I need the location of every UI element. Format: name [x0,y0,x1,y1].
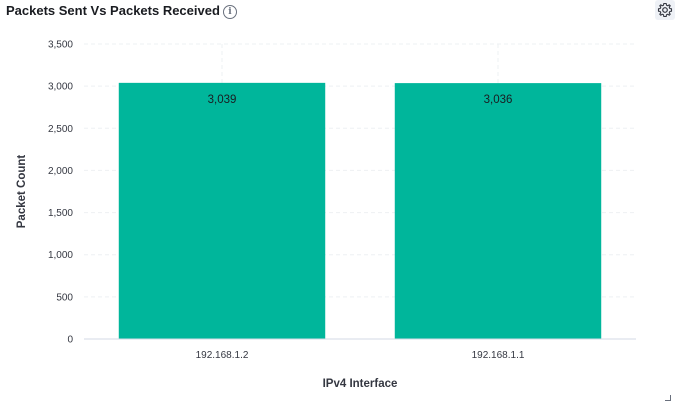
panel-title-text: Packets Sent Vs Packets Received [6,3,220,18]
bar[interactable] [118,82,326,339]
x-tick-label: 192.168.1.1 [472,350,525,361]
y-tick-label: 3,000 [48,82,73,93]
bars [118,82,602,339]
bar-value-label: 3,039 [208,94,237,106]
info-icon[interactable]: i [222,5,237,19]
y-tick-label: 1,500 [48,208,73,219]
y-axis-ticks: 0 500 1,000 1,500 2,000 2,500 3,000 3,500 [48,40,73,346]
x-tick-label: 192.168.1.2 [196,350,249,361]
y-tick-label: 1,000 [48,250,73,261]
data-labels: 3,039 3,036 [208,94,513,106]
bar[interactable] [394,83,602,339]
panel-header: Packets Sent Vs Packets Received i [0,0,675,26]
y-tick-label: 3,500 [48,40,73,51]
bar-value-label: 3,036 [484,94,513,106]
y-tick-label: 0 [67,335,73,346]
gear-icon [657,2,673,18]
y-tick-label: 500 [56,292,73,303]
y-axis-title: Packet Count [16,155,28,229]
x-axis-ticks: 192.168.1.2 192.168.1.1 [196,350,525,361]
y-tick-label: 2,000 [48,166,73,177]
x-axis-title: IPv4 Interface [323,378,398,390]
panel-title: Packets Sent Vs Packets Received i [6,3,237,19]
settings-button[interactable] [655,0,675,20]
y-tick-label: 2,500 [48,124,73,135]
resize-handle[interactable] [665,395,671,401]
